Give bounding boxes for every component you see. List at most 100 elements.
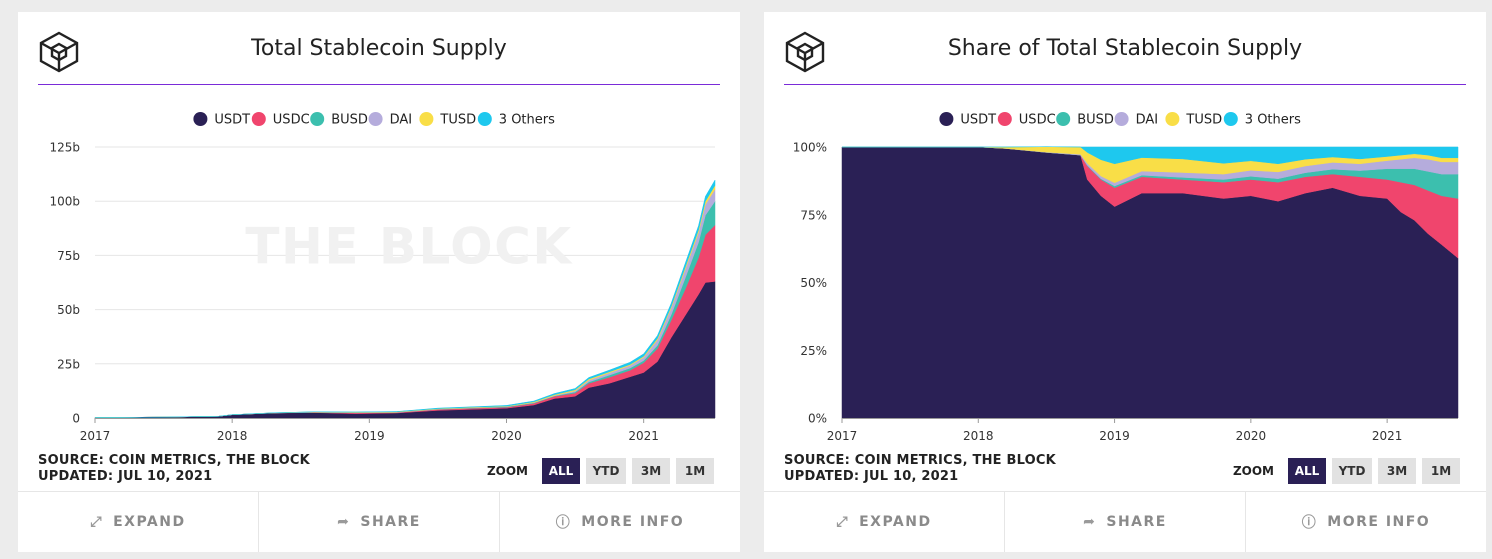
zoom-all-button[interactable]: ALL — [1288, 458, 1326, 484]
legend-swatch — [997, 112, 1012, 126]
y-tick-label: 125b — [49, 141, 80, 155]
legend-label: DAI — [1136, 113, 1159, 128]
legend-label: TUSD — [1185, 113, 1222, 128]
zoom-1m-button[interactable]: 1M — [676, 458, 714, 484]
y-tick-label: 25% — [800, 344, 827, 358]
x-tick-label: 2021 — [628, 429, 659, 443]
y-tick-label: 25b — [57, 357, 80, 371]
legend-label: 3 Others — [1245, 113, 1301, 128]
y-tick-label: 75% — [800, 208, 827, 222]
legend-item[interactable]: USDT — [193, 112, 250, 128]
legend-swatch — [193, 112, 208, 126]
watermark: THE BLOCK — [245, 218, 573, 276]
block-logo-icon — [39, 31, 79, 73]
zoom-label: ZOOM — [1232, 464, 1274, 478]
series-area-usdt — [94, 281, 716, 419]
legend: USDT USDC BUSD DAI TUSD 3 Others — [939, 112, 1301, 128]
y-tick-label: 50% — [800, 276, 827, 290]
x-tick-label: 2017 — [80, 429, 111, 443]
legend-item[interactable]: USDC — [997, 112, 1056, 128]
more-info-button[interactable]: ⓘ MORE INFO — [1245, 492, 1486, 552]
share-icon: ➦ — [337, 514, 351, 530]
legend-swatch — [368, 112, 383, 126]
legend-item[interactable]: BUSD — [1056, 112, 1114, 128]
y-tick-label: 0 — [72, 412, 80, 426]
legend-item[interactable]: 3 Others — [1223, 112, 1301, 128]
expand-button[interactable]: ⤢ EXPAND — [764, 492, 1004, 552]
legend-item[interactable]: TUSD — [419, 112, 476, 128]
more-info-label: MORE INFO — [1327, 514, 1431, 530]
share-label: SHARE — [360, 514, 421, 530]
share-button[interactable]: ➦ SHARE — [1004, 492, 1245, 552]
expand-icon: ⤢ — [90, 514, 104, 530]
zoom-ytd-button[interactable]: YTD — [586, 458, 626, 484]
chart-card-total-supply: Total Stablecoin Supply USDT USDC BUSD DAI T… — [18, 12, 740, 552]
y-tick-label: 50b — [57, 303, 80, 317]
info-icon: ⓘ — [555, 515, 572, 531]
card-footer: ⤢ EXPAND ➦ SHARE ⓘ MORE INFO — [764, 491, 1486, 552]
source-note: SOURCE: COIN METRICS, THE BLOCK UPDATED:… — [38, 453, 310, 485]
legend-item[interactable]: TUSD — [1165, 112, 1222, 128]
block-logo-icon — [785, 31, 825, 73]
y-tick-label: 0% — [808, 412, 827, 426]
info-icon: ⓘ — [1301, 515, 1318, 531]
legend-item[interactable]: DAI — [1114, 112, 1159, 128]
zoom-label: ZOOM — [486, 464, 528, 478]
x-tick-label: 2020 — [1236, 429, 1267, 443]
source-line: SOURCE: COIN METRICS, THE BLOCK — [38, 453, 310, 468]
expand-button[interactable]: ⤢ EXPAND — [18, 492, 258, 552]
legend-swatch — [1114, 112, 1129, 126]
more-info-button[interactable]: ⓘ MORE INFO — [499, 492, 740, 552]
zoom-1m-button[interactable]: 1M — [1422, 458, 1460, 484]
card-footer: ⤢ EXPAND ➦ SHARE ⓘ MORE INFO — [18, 491, 740, 552]
legend-label: USDT — [214, 113, 250, 128]
updated-line: UPDATED: JUL 10, 2021 — [38, 469, 213, 484]
zoom-ytd-button[interactable]: YTD — [1332, 458, 1372, 484]
series-areas — [841, 146, 1459, 419]
share-button[interactable]: ➦ SHARE — [258, 492, 499, 552]
legend-swatch — [1056, 112, 1071, 126]
series-area-3-others — [94, 179, 716, 418]
x-tick-label: 2018 — [963, 429, 994, 443]
chart-title: Total Stablecoin Supply — [251, 36, 507, 61]
x-tick-label: 2021 — [1372, 429, 1403, 443]
zoom-3m-button[interactable]: 3M — [1378, 458, 1416, 484]
stacked-area-chart: USDT USDC BUSD DAI TUSD 3 Others 0 25b 50b 75b 100… — [49, 112, 716, 443]
chart-title: Share of Total Stablecoin Supply — [947, 36, 1303, 61]
zoom-controls: ZOOM ALL YTD 3M 1M — [487, 458, 714, 484]
legend-item[interactable]: USDC — [251, 112, 310, 128]
x-tick-label: 2019 — [354, 429, 385, 443]
legend-swatch — [477, 112, 492, 126]
expand-label: EXPAND — [859, 514, 932, 530]
x-tick-label: 2018 — [217, 429, 248, 443]
y-tick-label: 100% — [793, 141, 827, 155]
zoom-3m-button[interactable]: 3M — [632, 458, 670, 484]
legend-label: USDT — [960, 113, 996, 128]
expand-label: EXPAND — [113, 514, 186, 530]
legend-item[interactable]: DAI — [368, 112, 413, 128]
share-label: SHARE — [1106, 514, 1167, 530]
zoom-all-button[interactable]: ALL — [542, 458, 580, 484]
legend-item[interactable]: USDT — [939, 112, 996, 128]
legend-label: USDC — [273, 113, 310, 128]
more-info-label: MORE INFO — [581, 514, 685, 530]
legend-swatch — [1165, 112, 1180, 126]
x-tick-label: 2020 — [491, 429, 522, 443]
legend-item[interactable]: BUSD — [310, 112, 368, 128]
legend-item[interactable]: 3 Others — [477, 112, 555, 128]
expand-icon: ⤢ — [836, 514, 850, 530]
legend-label: BUSD — [331, 113, 368, 128]
legend-label: TUSD — [439, 113, 476, 128]
legend-swatch — [251, 112, 266, 126]
legend-swatch — [419, 112, 434, 126]
legend-swatch — [939, 112, 954, 126]
title-divider — [784, 84, 1466, 85]
share-icon: ➦ — [1083, 514, 1097, 530]
series-area-3-others — [842, 146, 1459, 165]
title-divider — [38, 84, 720, 85]
legend-swatch — [1223, 112, 1238, 126]
x-tick-label: 2017 — [827, 429, 858, 443]
legend-label: 3 Others — [499, 113, 555, 128]
stacked-area-share-chart: USDT USDC BUSD DAI TUSD 3 Others 0% 25% 50% 75% 10… — [793, 112, 1459, 443]
x-tick-label: 2019 — [1099, 429, 1130, 443]
